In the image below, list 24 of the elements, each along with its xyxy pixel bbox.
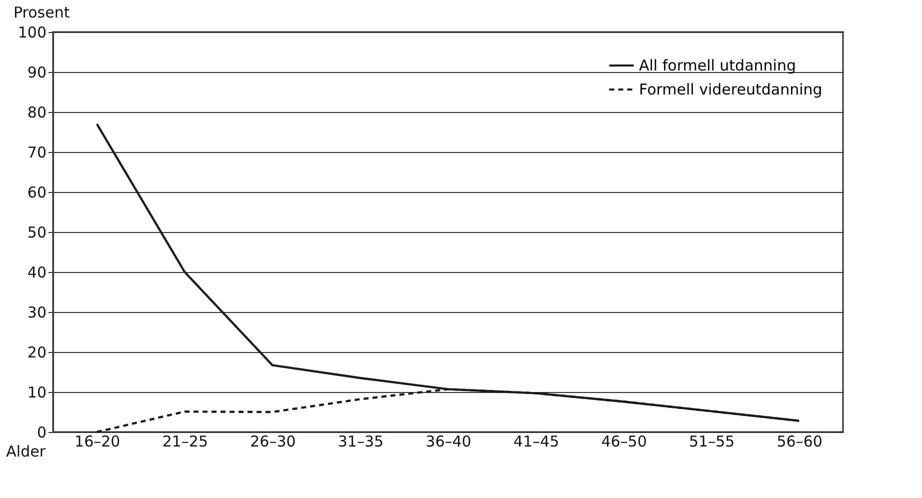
- y-tick-label: 60: [27, 184, 46, 202]
- y-tick-label: 70: [27, 144, 46, 162]
- x-tick-label: 16–20: [74, 432, 120, 450]
- y-tick-label: 40: [27, 264, 46, 282]
- y-tick-label: 20: [27, 344, 46, 362]
- y-tick-label: 10: [27, 384, 46, 402]
- x-tick-label: 36–40: [426, 432, 472, 450]
- y-tick-label: 30: [27, 304, 46, 322]
- x-tick-label: 56–60: [776, 432, 822, 450]
- x-tick-label: 51–55: [688, 432, 735, 450]
- y-tick-label: 90: [27, 64, 46, 82]
- y-tick-label: 50: [27, 224, 46, 242]
- y-tick-label: 0: [36, 424, 46, 442]
- legend-label: All formell utdanning: [639, 56, 796, 74]
- y-tick-label: 100: [18, 24, 46, 42]
- y-tick-label: 80: [27, 104, 46, 122]
- x-tick-label: 46–50: [601, 432, 647, 450]
- legend-label: Formell videreutdanning: [639, 80, 822, 98]
- y-axis-title: Prosent: [14, 4, 70, 22]
- x-tick-label: 41–45: [513, 432, 560, 450]
- x-tick-label: 21–25: [162, 432, 208, 450]
- x-axis-title: Alder: [6, 442, 46, 460]
- x-tick-label: 31–35: [338, 432, 384, 450]
- x-tick-label: 26–30: [250, 432, 296, 450]
